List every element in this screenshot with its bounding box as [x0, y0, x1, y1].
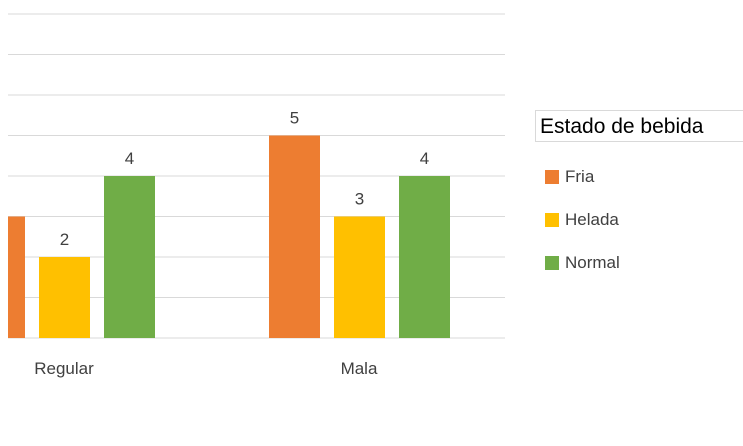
legend-label-helada: Helada: [565, 209, 619, 229]
legend-box: Estado de bebida: [535, 110, 743, 142]
bar-normal-regular: [104, 176, 155, 338]
bars: [8, 135, 450, 338]
legend-title: Estado de bebida: [540, 115, 704, 138]
x-tick-label-regular: Regular: [34, 359, 94, 378]
legend-item-fria: Fria: [545, 155, 620, 198]
x-tick-label-mala: Mala: [341, 359, 378, 378]
gridlines: [8, 13, 505, 339]
data-label-normal-mala: 4: [420, 149, 429, 168]
legend-item-helada: Helada: [545, 198, 620, 241]
data-label-helada-mala: 3: [355, 190, 364, 209]
bar-fria-mala: [269, 135, 320, 338]
bar-helada-regular: [39, 257, 90, 338]
bar-normal-mala: [399, 176, 450, 338]
legend: Fria Helada Normal: [545, 155, 620, 284]
data-label-helada-regular: 2: [60, 230, 69, 249]
legend-item-normal: Normal: [545, 241, 620, 284]
data-label-normal-regular: 4: [125, 149, 134, 168]
legend-swatch-normal: [545, 255, 559, 270]
legend-swatch-helada: [545, 212, 559, 227]
data-labels: 2 4 5 3 4: [60, 109, 429, 250]
bar-fria-regular: [8, 216, 25, 338]
data-label-fria-mala: 5: [290, 109, 299, 128]
legend-swatch-fria: [545, 169, 559, 184]
x-axis-tick-labels: Regular Mala: [34, 359, 378, 378]
legend-label-fria: Fria: [565, 166, 595, 186]
bar-helada-mala: [334, 216, 385, 338]
legend-label-normal: Normal: [565, 252, 620, 272]
